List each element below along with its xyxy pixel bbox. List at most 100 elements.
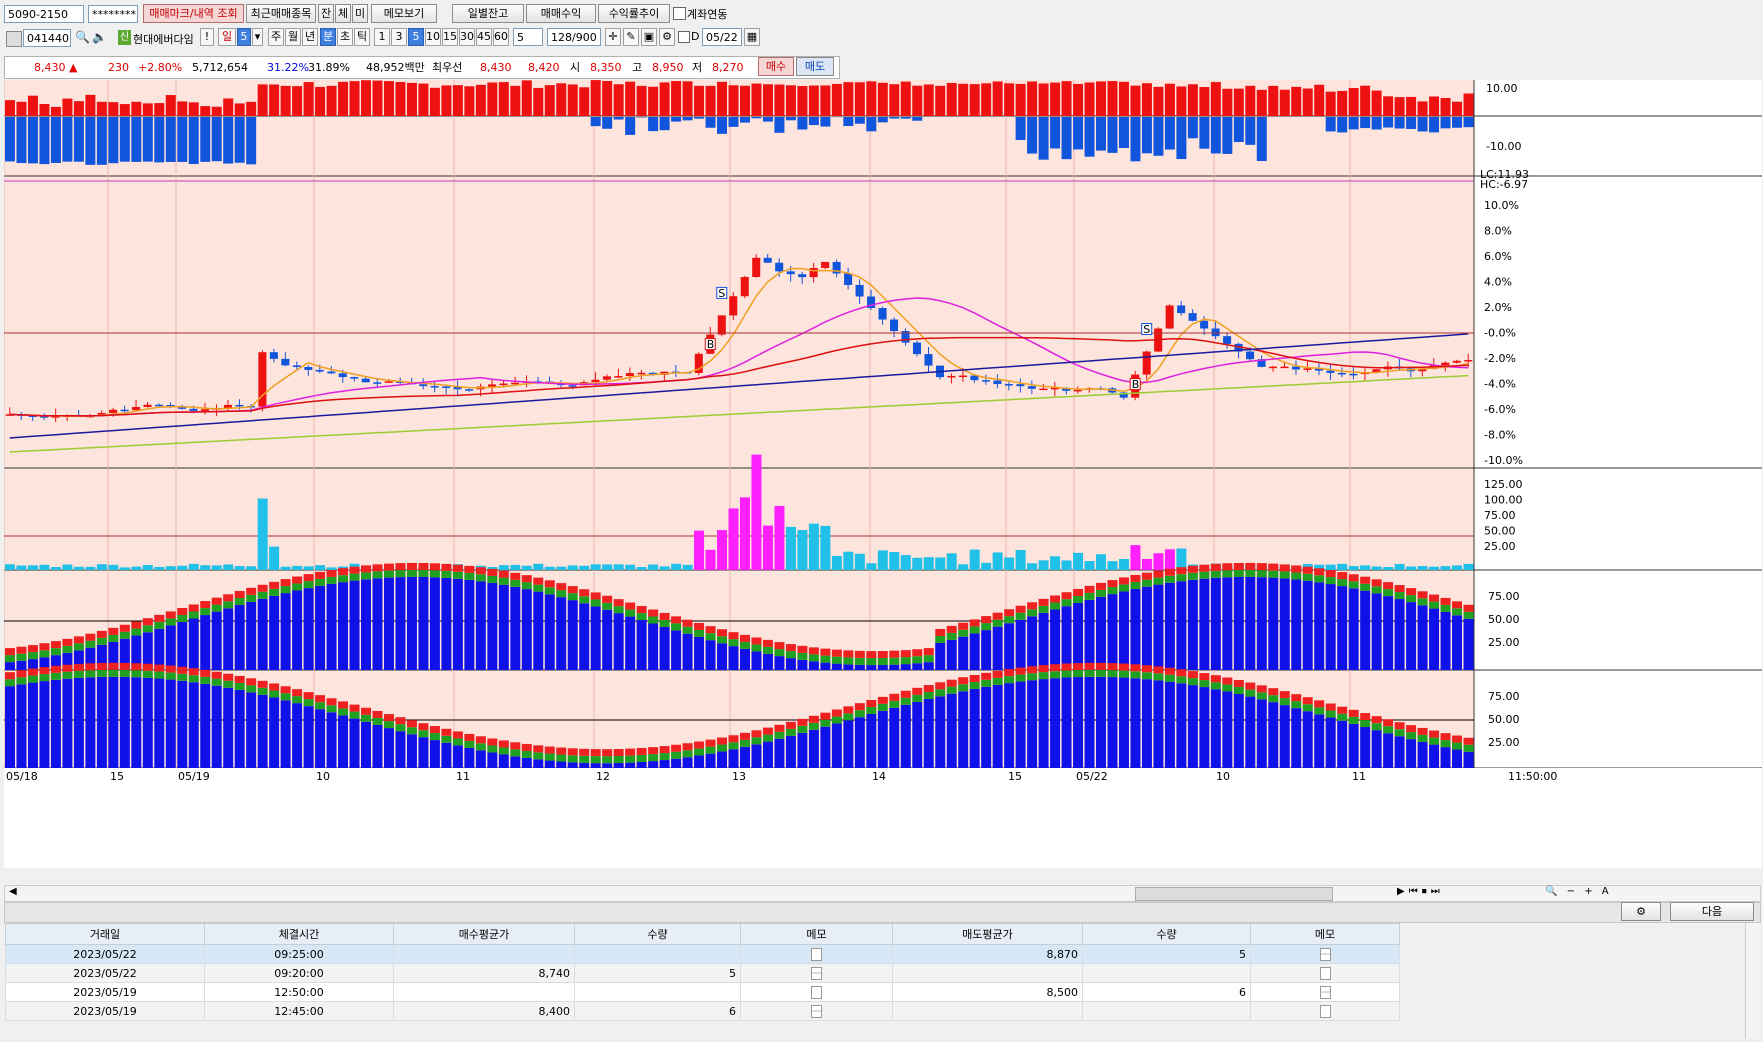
osc2-bar-red xyxy=(16,670,27,678)
negative-bar xyxy=(889,117,900,119)
osc2-axis-label: 75.00 xyxy=(1488,690,1520,703)
osc1-bar-red xyxy=(1130,574,1141,582)
memo-empty-icon[interactable] xyxy=(811,985,822,999)
chart-canvas[interactable]: S B S B 10.00 -10.00 10.0% 8.0% 6.0% 4.0% 2.0% -0.0… xyxy=(3,80,1762,868)
table-scrollbar[interactable] xyxy=(1745,923,1760,1039)
period-minute-button[interactable]: 분 xyxy=(320,28,336,46)
interval-15[interactable]: 15 xyxy=(442,28,458,46)
cell-sell-memo[interactable] xyxy=(1250,1001,1400,1021)
date-input[interactable]: 05/22 xyxy=(702,28,742,46)
cell-buy-memo[interactable] xyxy=(740,1001,893,1021)
crosshair-icon[interactable]: ✛ xyxy=(605,28,621,46)
osc2-bar-red xyxy=(1463,737,1474,745)
scroll-left-icon[interactable]: ◀ xyxy=(9,886,17,897)
cell-sell-memo[interactable] xyxy=(1250,982,1400,1002)
interval-30[interactable]: 30 xyxy=(459,28,475,46)
osc1-bar-green xyxy=(544,587,555,595)
stock-chart[interactable]: S B S B 10.00 -10.00 10.0% 8.0% 6.0% 4.0% 2.0% -0.0… xyxy=(3,80,1762,868)
cell-sell-memo[interactable] xyxy=(1250,963,1400,983)
memo-icon[interactable] xyxy=(811,966,822,980)
price-axis-label: -8.0% xyxy=(1484,429,1516,442)
daily-balance-button[interactable]: 일별잔고 xyxy=(452,4,524,23)
settings-icon[interactable]: ⚙ xyxy=(1621,902,1661,921)
balance-button[interactable]: 잔 xyxy=(318,4,334,23)
gear-icon[interactable]: ⚙ xyxy=(659,28,675,46)
count-input[interactable]: 128/900 xyxy=(547,28,601,46)
scroll-thumb[interactable] xyxy=(1135,887,1333,901)
open-label: 시 xyxy=(570,61,581,74)
account-select[interactable]: 5090-2150 xyxy=(4,5,84,23)
password-field[interactable]: ******** xyxy=(88,5,138,23)
memo-empty-icon[interactable] xyxy=(1319,966,1331,980)
unexecuted-button[interactable]: 미 xyxy=(352,4,368,23)
interval-45[interactable]: 45 xyxy=(476,28,492,46)
trade-mark-button[interactable]: 매매마크/내역 조회 xyxy=(143,4,244,23)
table-row[interactable]: 2023/05/22 09:20:00 8,740 5 xyxy=(5,963,1400,983)
osc2-bar xyxy=(889,707,900,768)
period-day-count[interactable]: 5 xyxy=(237,28,251,46)
osc2-bar xyxy=(1440,747,1451,768)
interval-select[interactable]: 5 xyxy=(513,28,543,46)
cell-sell-memo[interactable] xyxy=(1250,944,1400,964)
interval-60[interactable]: 60 xyxy=(493,28,509,46)
memo-empty-icon[interactable] xyxy=(811,947,822,961)
cell-buy-avg: 8,740 xyxy=(393,963,575,983)
interval-1[interactable]: 1 xyxy=(374,28,390,46)
osc1-bar xyxy=(567,600,578,670)
osc2-bar-red xyxy=(1015,667,1026,675)
draw-icon[interactable]: ✎ xyxy=(623,28,639,46)
account-link-checkbox[interactable] xyxy=(673,7,686,20)
alert-icon[interactable]: ! xyxy=(200,28,214,46)
period-tick-button[interactable]: 틱 xyxy=(354,28,370,46)
save-icon[interactable]: ▣ xyxy=(641,28,657,46)
period-second-button[interactable]: 초 xyxy=(337,28,353,46)
memo-view-button[interactable]: 메모보기 xyxy=(371,4,437,23)
memo-icon[interactable] xyxy=(1319,985,1331,999)
playback-controls[interactable]: ▶⏮⏹⏭ xyxy=(1397,886,1444,897)
period-year-button[interactable]: 년 xyxy=(302,28,318,46)
period-month-button[interactable]: 월 xyxy=(285,28,301,46)
sell-button[interactable]: 매도 xyxy=(796,57,834,76)
buy-button[interactable]: 매수 xyxy=(758,57,794,76)
col-time: 체결시간 xyxy=(204,923,394,945)
volume-bar xyxy=(211,565,222,570)
period-day-button[interactable]: 일 xyxy=(218,28,236,46)
positive-bar xyxy=(1268,85,1279,116)
chart-scrollbar[interactable]: ◀ ▶⏮⏹⏭ 🔍 − + A xyxy=(4,885,1761,902)
return-trend-button[interactable]: 수익률추이 xyxy=(598,4,670,23)
cell-buy-memo[interactable] xyxy=(740,944,893,964)
interval-3[interactable]: 3 xyxy=(391,28,407,46)
interval-10[interactable]: 10 xyxy=(425,28,441,46)
period-week-button[interactable]: 주 xyxy=(268,28,284,46)
date-checkbox[interactable] xyxy=(678,31,690,43)
chevron-down-icon[interactable]: ▾ xyxy=(252,28,263,46)
cell-buy-memo[interactable] xyxy=(740,982,893,1002)
zoom-tools[interactable]: 🔍 − + A xyxy=(1545,886,1612,897)
trade-profit-button[interactable]: 매매수익 xyxy=(526,4,596,23)
trade-marker-label: S xyxy=(718,287,725,300)
chart-menu-icon[interactable] xyxy=(6,31,22,47)
memo-empty-icon[interactable] xyxy=(1319,1004,1331,1018)
memo-icon[interactable] xyxy=(1319,947,1331,961)
osc2-bar-green xyxy=(1073,670,1084,678)
table-row[interactable]: 2023/05/19 12:50:00 8,500 6 xyxy=(5,982,1400,1002)
negative-bar xyxy=(96,117,107,165)
volume-bar xyxy=(1107,561,1118,570)
next-button[interactable]: 다음 xyxy=(1670,902,1754,921)
interval-5[interactable]: 5 xyxy=(408,28,424,46)
calendar-icon[interactable]: ▦ xyxy=(744,28,760,46)
osc1-bar xyxy=(728,646,739,670)
search-icon[interactable]: 🔍 xyxy=(75,30,90,44)
memo-icon[interactable] xyxy=(811,1004,822,1018)
stock-code-input[interactable]: 041440 xyxy=(23,29,71,47)
table-row[interactable]: 2023/05/22 09:25:00 8,870 5 xyxy=(5,944,1400,964)
executed-button[interactable]: 체 xyxy=(335,4,351,23)
speaker-icon[interactable]: 🔈 xyxy=(92,30,107,44)
osc2-bar-red xyxy=(165,665,176,673)
cell-buy-memo[interactable] xyxy=(740,963,893,983)
osc2-bar-red xyxy=(50,665,61,673)
table-row[interactable]: 2023/05/19 12:45:00 8,400 6 xyxy=(5,1001,1400,1021)
negative-bar xyxy=(1199,117,1210,149)
recent-stocks-button[interactable]: 최근매매종목 xyxy=(246,4,316,23)
price-value: 8,430 xyxy=(34,61,66,74)
